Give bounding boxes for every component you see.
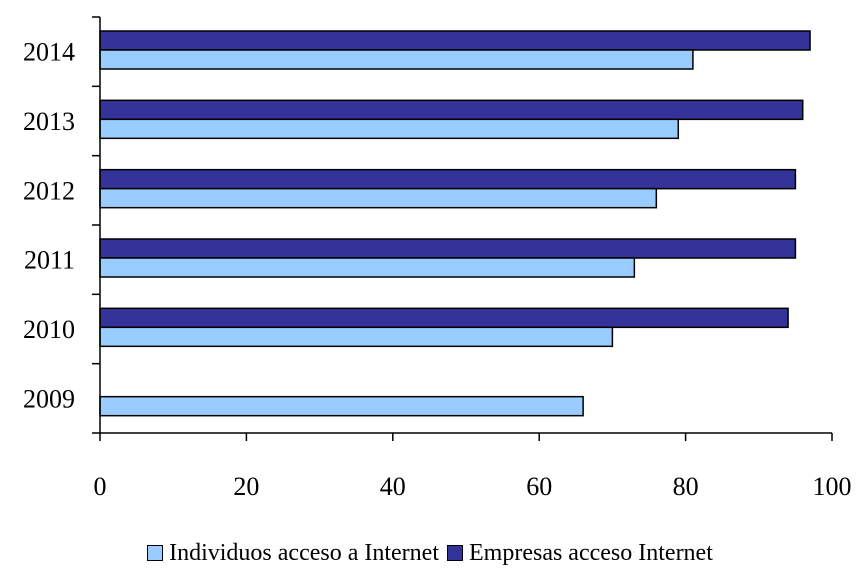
legend-swatch-individuos [147,545,164,561]
y-tick-label-2010: 2010 [23,315,75,344]
axes-layer [92,16,833,441]
y-tick-label-2013: 2013 [23,107,75,136]
bar-individuos-2013 [99,118,680,140]
bar-empresas-2014 [99,30,811,51]
bar-individuos-2009 [99,395,584,417]
legend: Individuos acceso a Internet Empresas ac… [0,538,860,568]
tick-labels-layer: 2009 2010 2011 2012 2013 2014 0 20 40 60 80 100 [23,38,852,501]
bar-empresas-2011 [99,238,797,259]
y-tick-label-2009: 2009 [23,384,75,413]
x-tick-label-60: 60 [526,472,552,501]
bar-empresas-2012 [99,168,797,190]
legend-label-empresas: Empresas acceso Internet [469,539,713,566]
bar-individuos-2010 [99,326,614,348]
bars-layer [99,30,811,417]
legend-item-individuos: Individuos acceso a Internet [147,540,439,567]
x-tick-label-100: 100 [813,472,852,501]
y-tick-label-2011: 2011 [24,246,75,275]
bar-empresas-2013 [99,99,804,121]
x-tick-label-0: 0 [94,472,107,501]
legend-item-empresas: Empresas acceso Internet [447,540,713,567]
y-tick-label-2014: 2014 [23,38,75,67]
bar-individuos-2014 [99,49,694,70]
legend-swatch-empresas [447,545,463,561]
x-tick-label-20: 20 [233,472,259,501]
bar-individuos-2011 [99,257,636,278]
y-tick-label-2012: 2012 [23,176,75,205]
x-tick-label-40: 40 [380,472,406,501]
legend-label-individuos: Individuos acceso a Internet [169,539,439,566]
x-tick-label-80: 80 [673,472,699,501]
bar-empresas-2010 [99,307,789,329]
bar-chart: 2009 2010 2011 2012 2013 2014 0 20 40 60 80 100 [23,16,852,501]
bar-individuos-2012 [99,187,658,209]
